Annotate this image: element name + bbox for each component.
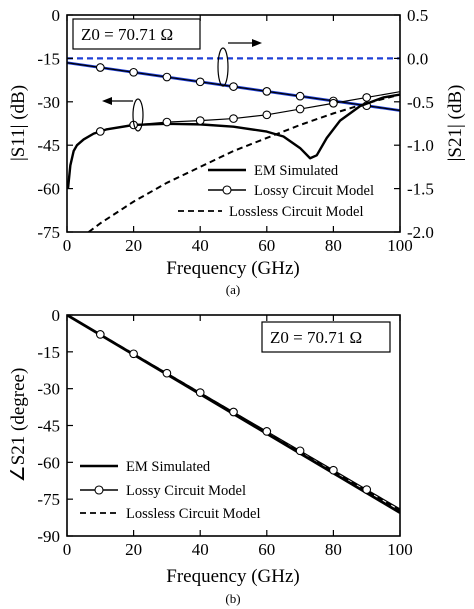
chart-b-annotation-box: [261, 321, 391, 353]
legend-label-em: EM Simulated: [254, 163, 339, 179]
y-tick-label: 0: [52, 6, 61, 25]
x-tick-label: 40: [192, 540, 209, 559]
series-s11-lossless: [88, 93, 400, 232]
legend-label-lossy: Lossy Circuit Model: [254, 183, 374, 199]
chart-a-annotation-box: [72, 18, 201, 50]
x-tick-label: 100: [387, 540, 413, 559]
data-marker: [195, 388, 205, 397]
chart-a-ticks: 0 20 40 60 80 100 -75 -60 -45 -30 -15 0 -2.0 -1.5 -1.0…: [37, 6, 434, 255]
data-marker: [329, 98, 338, 108]
legend-marker-circle-icon: [222, 185, 232, 195]
legend-label-em: EM Simulated: [126, 459, 211, 475]
data-marker: [95, 330, 105, 339]
y-tick-label: -60: [37, 453, 60, 472]
x-tick-label: 20: [125, 236, 142, 255]
ellipse-marker-icon: [217, 47, 229, 87]
chart-a: 0 20 40 60 80 100 -75 -60 -45 -30 -15 0 -2.0 -1.5 -1.0…: [8, 6, 466, 297]
y-tick-label: -15: [37, 343, 60, 362]
y-tick-label: -90: [37, 527, 60, 546]
data-marker: [129, 67, 138, 77]
chart-a-ylabel-right: |S21| (dB): [445, 85, 466, 162]
chart-b: 0 20 40 60 80 100 -90 -75 -60 -45 -30 -15 0 Z0 = 70.…: [8, 306, 413, 606]
ellipse-marker-icon: [132, 98, 144, 132]
data-marker: [362, 93, 372, 102]
x-tick-label: 20: [125, 540, 142, 559]
data-marker: [162, 117, 172, 127]
chart-a-legend: EM Simulated Lossy Circuit Model Lossles…: [178, 163, 374, 220]
x-tick-label: 100: [387, 236, 413, 255]
data-marker: [229, 114, 238, 123]
series-s11-lossy: [67, 91, 400, 189]
legend-label-lossless: Lossless Circuit Model: [126, 506, 261, 522]
data-marker: [95, 127, 105, 136]
chart-b-ticks: 0 20 40 60 80 100 -90 -75 -60 -45 -30 -15 0: [37, 306, 412, 559]
data-marker: [262, 110, 272, 120]
chart-a-caption: (a): [226, 282, 240, 297]
chart-b-annotation: Z0 = 70.71 Ω: [270, 328, 362, 347]
arrow-head-right-icon: [252, 39, 262, 47]
y-tick-label: -45: [37, 136, 60, 155]
data-marker: [162, 72, 172, 82]
chart-a-plot-frame: [66, 14, 401, 233]
y-tick-label: -75: [37, 223, 60, 242]
data-marker: [95, 63, 105, 72]
data-marker: [295, 91, 305, 101]
x-tick-label: 80: [325, 236, 342, 255]
legend-marker-circle-icon: [94, 485, 104, 495]
chart-a-ylabel-left: |S11| (dB): [8, 85, 29, 161]
data-marker: [262, 87, 272, 96]
chart-a-series: [67, 57, 400, 232]
chart-b-caption: (b): [225, 591, 240, 606]
data-marker: [195, 77, 205, 87]
data-marker: [329, 465, 338, 475]
chart-b-xlabel: Frequency (GHz): [166, 566, 299, 587]
x-tick-label: 80: [325, 540, 342, 559]
y-tick-label-right: -1.5: [407, 180, 434, 199]
chart-b-series: [67, 315, 400, 514]
data-marker: [195, 116, 205, 125]
data-marker: [129, 349, 138, 359]
y-tick-label: -30: [37, 380, 60, 399]
chart-a-xlabel: Frequency (GHz): [166, 258, 299, 279]
chart-a-annotation: Z0 = 70.71 Ω: [81, 25, 173, 44]
data-marker: [229, 82, 238, 91]
y-tick-label-right: 0.0: [407, 49, 428, 68]
y-tick-label: -60: [37, 180, 60, 199]
arrow-head-left-icon: [102, 97, 112, 105]
data-marker: [295, 104, 305, 114]
data-marker: [362, 485, 372, 494]
y-tick-label: -15: [37, 49, 60, 68]
x-tick-label: 0: [63, 540, 72, 559]
data-marker: [295, 446, 305, 456]
y-tick-label: -45: [37, 417, 60, 436]
legend-label-lossless: Lossless Circuit Model: [229, 204, 364, 220]
legend-label-lossy: Lossy Circuit Model: [126, 483, 246, 499]
y-tick-label-right: -1.0: [407, 136, 434, 155]
x-tick-label: 60: [258, 236, 275, 255]
chart-a-s21-indicator: [217, 39, 262, 87]
y-tick-label-right: -0.5: [407, 93, 434, 112]
x-tick-label: 0: [63, 236, 72, 255]
data-marker: [162, 368, 172, 378]
data-marker: [262, 427, 272, 436]
y-tick-label: 0: [52, 306, 61, 325]
y-tick-label: -75: [37, 490, 60, 509]
y-tick-label-right: -2.0: [407, 223, 434, 242]
x-tick-label: 40: [192, 236, 209, 255]
chart-b-ylabel: ∠S21 (degree): [8, 368, 29, 483]
y-tick-label: -30: [37, 93, 60, 112]
y-tick-label-right: 0.5: [407, 6, 428, 25]
chart-b-legend: EM Simulated Lossy Circuit Model Lossles…: [80, 459, 261, 522]
chart-a-s11-indicator: [102, 97, 144, 132]
data-marker: [229, 407, 238, 417]
x-tick-label: 60: [258, 540, 275, 559]
